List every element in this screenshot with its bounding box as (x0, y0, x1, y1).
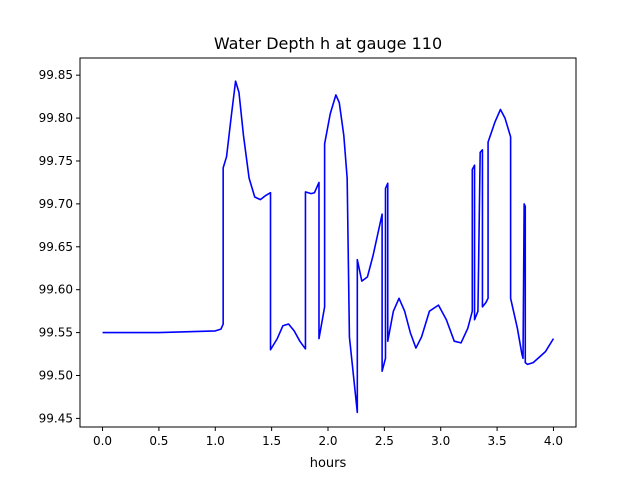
x-tick-label: 1.0 (206, 434, 225, 448)
x-tick-label: 1.5 (262, 434, 281, 448)
x-tick-label: 2.0 (318, 434, 337, 448)
y-tick-label: 99.85 (39, 68, 73, 82)
y-tick-label: 99.80 (39, 111, 73, 125)
y-tick-label: 99.50 (39, 369, 73, 383)
y-tick-label: 99.55 (39, 326, 73, 340)
y-tick-label: 99.60 (39, 283, 73, 297)
x-axis-label: hours (310, 456, 347, 471)
y-tick-label: 99.45 (39, 411, 73, 425)
x-tick-label: 2.5 (375, 434, 394, 448)
x-tick-label: 0.0 (93, 434, 112, 448)
series-line-0 (102, 80, 555, 414)
y-tick-label: 99.70 (39, 197, 73, 211)
y-tick-label: 99.75 (39, 154, 73, 168)
y-tick-label: 99.65 (39, 240, 73, 254)
x-tick-label: 0.5 (149, 434, 168, 448)
plot-area: 0.0 0.5 1.0 1.5 2.0 2.5 3.0 3.5 4.0 99.45 99.50 99.… (39, 57, 577, 448)
x-tick-label: 3.0 (431, 434, 450, 448)
chart-title: Water Depth h at gauge 110 (214, 34, 442, 53)
x-tick-label: 3.5 (488, 434, 507, 448)
x-tick-label: 4.0 (544, 434, 563, 448)
